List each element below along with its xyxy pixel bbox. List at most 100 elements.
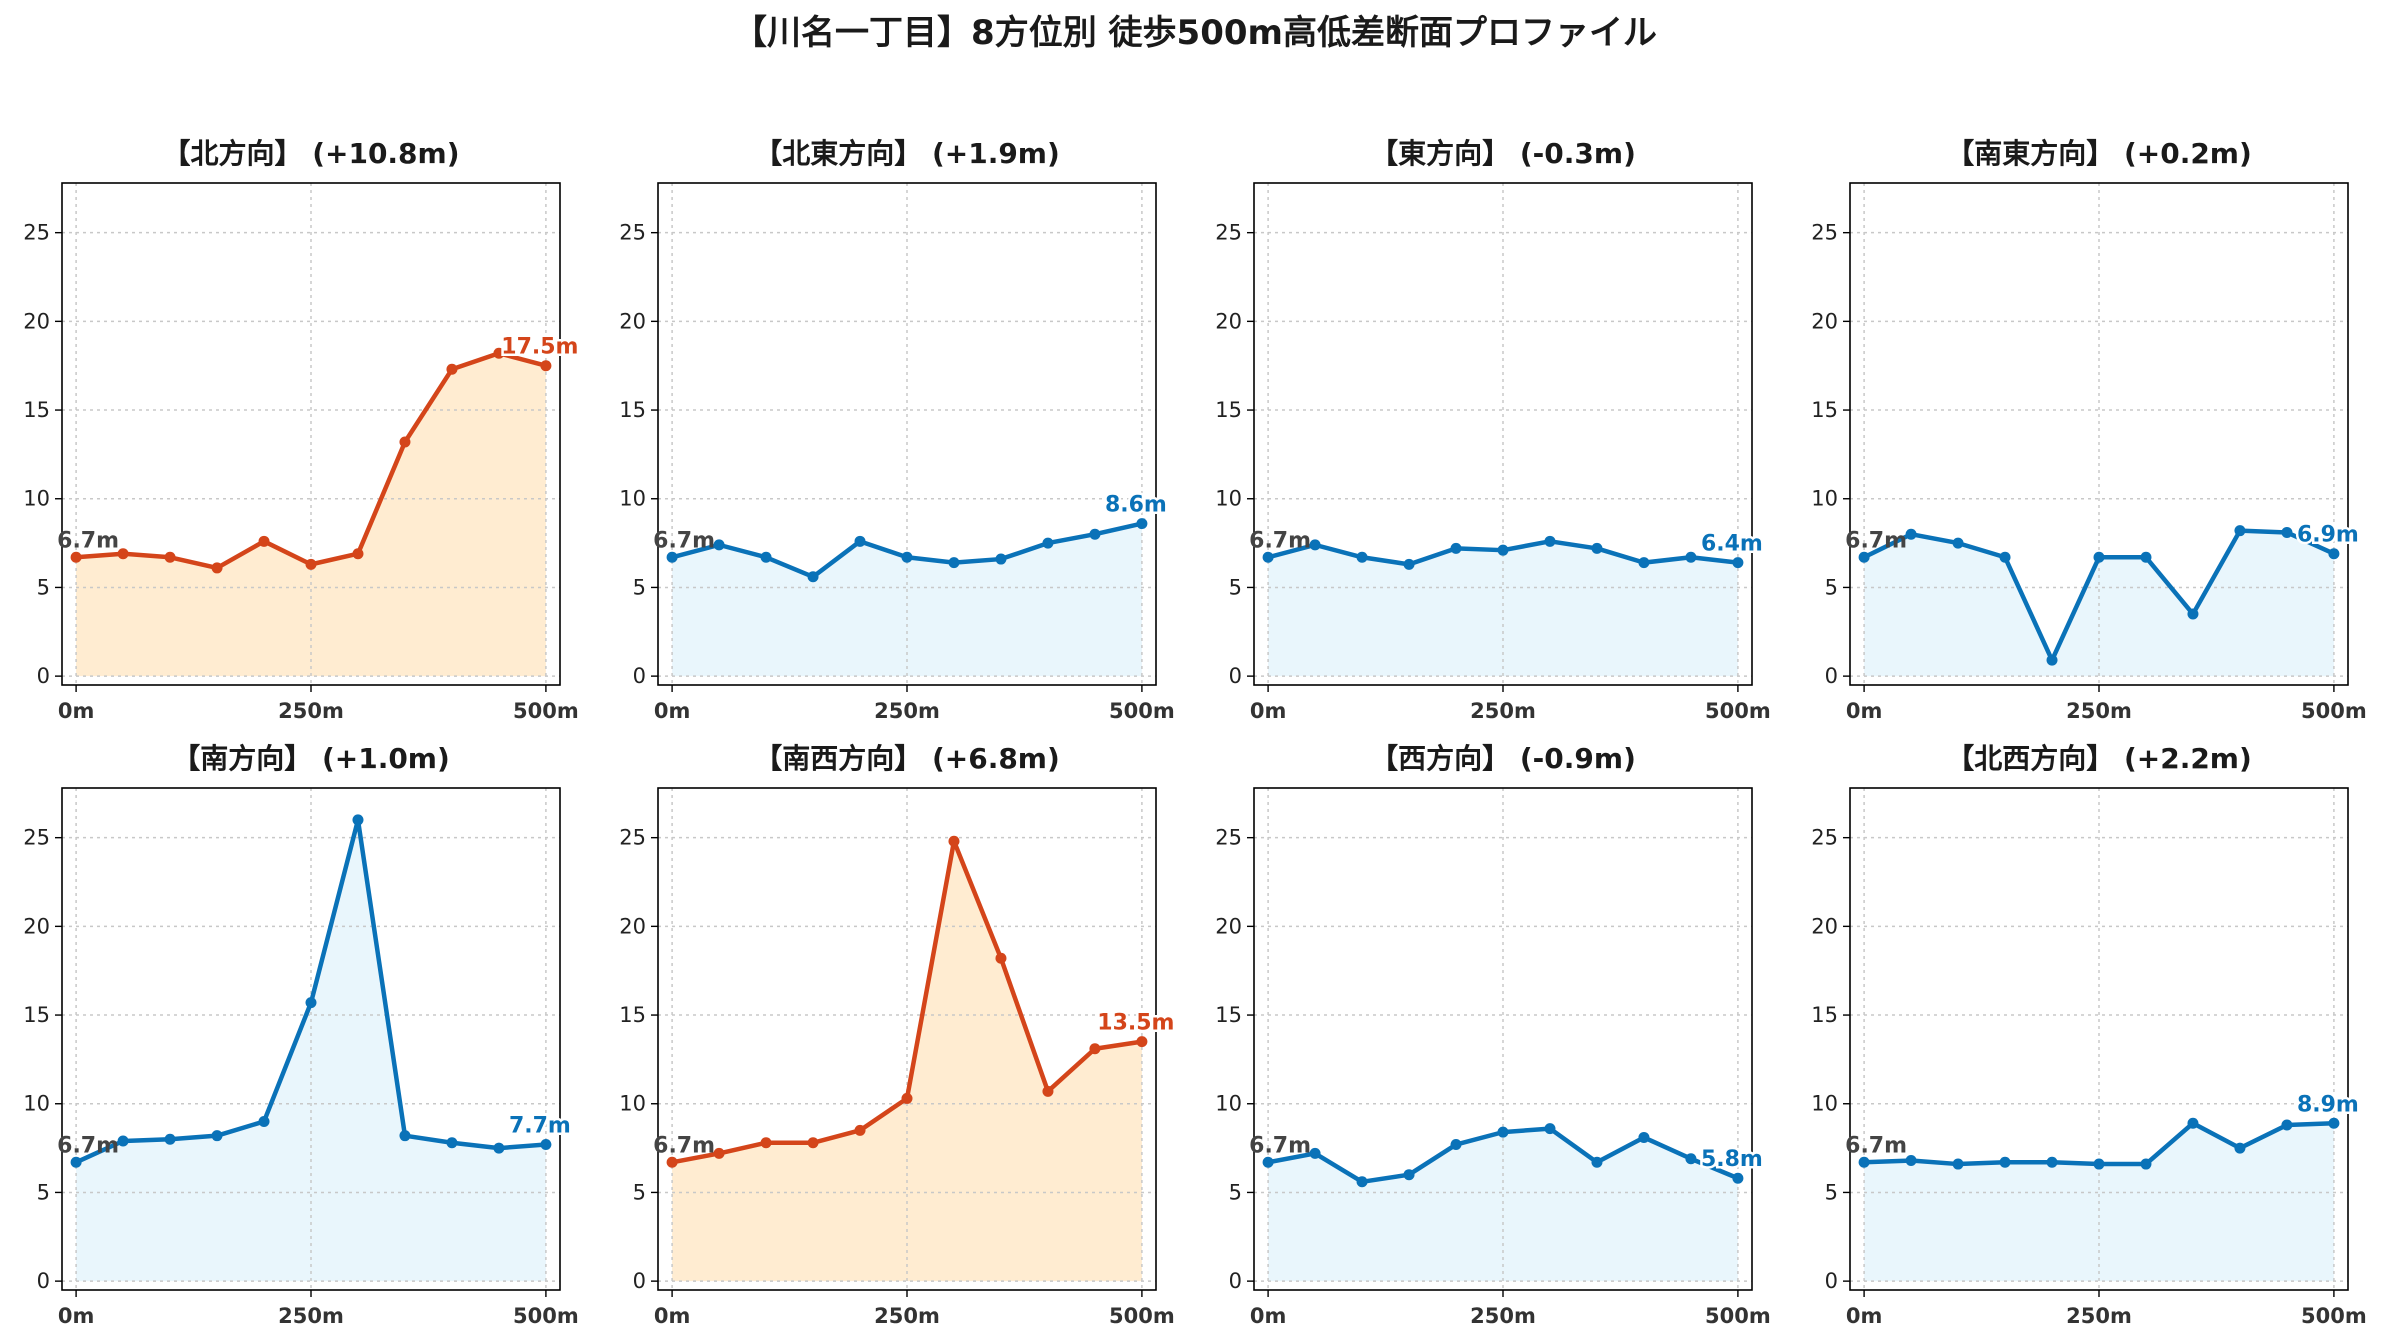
y-tick-label: 20 (23, 309, 50, 333)
y-tick-label: 10 (1811, 1092, 1838, 1116)
y-tick-label: 15 (1215, 398, 1242, 422)
data-point (2281, 1119, 2293, 1131)
x-tick-label: 250m (1470, 1304, 1536, 1328)
axes-frame (657, 787, 1157, 1291)
data-point (995, 553, 1007, 565)
x-tick-label: 500m (1705, 1304, 1771, 1328)
start-label: 6.7m (57, 1133, 119, 1158)
data-point (211, 1130, 223, 1142)
data-point (1591, 542, 1603, 554)
data-point (1638, 557, 1650, 569)
data-point (1905, 528, 1917, 540)
data-point (995, 952, 1007, 964)
data-point (540, 1139, 552, 1151)
end-label: 8.6m (1105, 493, 1167, 518)
data-point (1450, 542, 1462, 554)
panel-title: 【南西方向】 (+6.8m) (754, 742, 1060, 775)
panel-title: 【北東方向】 (+1.9m) (754, 137, 1060, 170)
data-point (1497, 544, 1509, 556)
data-point (2234, 525, 2246, 537)
data-point (760, 551, 772, 563)
end-label: 13.5m (1097, 1011, 1174, 1036)
area-fill (1268, 1128, 1738, 1282)
panel-title: 【南東方向】 (+0.2m) (1946, 137, 2252, 170)
data-point (666, 1156, 678, 1168)
panel-title: 【南方向】 (+1.0m) (172, 742, 450, 775)
y-tick-label: 5 (1229, 1180, 1242, 1204)
data-point (948, 835, 960, 847)
x-tick-label: 500m (513, 1304, 579, 1328)
x-tick-label: 250m (278, 699, 344, 723)
y-tick-label: 20 (1811, 914, 1838, 938)
start-label: 6.7m (57, 528, 119, 553)
end-label: 6.9m (2297, 523, 2359, 548)
start-label: 6.7m (653, 528, 715, 553)
data-point (493, 1142, 505, 1154)
start-label: 6.7m (1249, 1133, 1311, 1158)
data-point (1403, 1169, 1415, 1181)
x-tick-label: 0m (654, 1304, 691, 1328)
data-point (1497, 1126, 1509, 1138)
data-point (2093, 1158, 2105, 1170)
data-point (540, 360, 552, 372)
x-tick-label: 0m (58, 1304, 95, 1328)
data-point (1732, 557, 1744, 569)
data-point (1136, 518, 1148, 530)
start-label: 6.7m (653, 1133, 715, 1158)
data-point (1403, 558, 1415, 570)
y-tick-label: 10 (1215, 1092, 1242, 1116)
data-point (70, 1156, 82, 1168)
y-tick-label: 0 (37, 664, 50, 688)
y-tick-label: 15 (619, 398, 646, 422)
y-tick-label: 25 (619, 221, 646, 245)
y-tick-label: 10 (619, 487, 646, 511)
x-tick-label: 500m (2301, 1304, 2367, 1328)
y-tick-label: 20 (23, 914, 50, 938)
data-point (1356, 1176, 1368, 1188)
data-point (854, 1124, 866, 1136)
x-tick-label: 0m (1846, 1304, 1883, 1328)
x-tick-label: 0m (1250, 699, 1287, 723)
end-label: 5.8m (1701, 1147, 1763, 1172)
start-label: 6.7m (1845, 1133, 1907, 1158)
y-tick-label: 5 (1229, 575, 1242, 599)
y-tick-label: 5 (1825, 1180, 1838, 1204)
y-tick-label: 25 (1215, 221, 1242, 245)
data-point (1309, 1147, 1321, 1159)
x-tick-label: 250m (1470, 699, 1536, 723)
data-point (807, 571, 819, 583)
data-point (117, 548, 129, 560)
x-tick-label: 0m (58, 699, 95, 723)
end-label: 6.4m (1701, 532, 1763, 557)
x-tick-label: 500m (1109, 699, 1175, 723)
data-point (1089, 1043, 1101, 1055)
y-tick-label: 0 (37, 1269, 50, 1293)
panel-title: 【東方向】 (-0.3m) (1370, 137, 1636, 170)
x-tick-label: 500m (1109, 1304, 1175, 1328)
data-point (305, 558, 317, 570)
x-tick-label: 250m (2066, 699, 2132, 723)
data-point (352, 814, 364, 826)
data-point (2328, 1117, 2340, 1129)
data-point (211, 562, 223, 574)
x-tick-label: 0m (1846, 699, 1883, 723)
y-tick-label: 20 (619, 309, 646, 333)
axes-frame (657, 182, 1157, 686)
y-tick-label: 15 (1811, 398, 1838, 422)
data-point (1262, 1156, 1274, 1168)
data-point (2234, 1142, 2246, 1154)
data-point (666, 551, 678, 563)
x-tick-label: 0m (1250, 1304, 1287, 1328)
data-point (2046, 654, 2058, 666)
data-point (352, 548, 364, 560)
end-label: 8.9m (2297, 1092, 2359, 1117)
data-point (2281, 526, 2293, 538)
data-point (2140, 1158, 2152, 1170)
x-tick-label: 250m (874, 699, 940, 723)
data-point (1858, 551, 1870, 563)
data-point (901, 551, 913, 563)
y-tick-label: 25 (1811, 221, 1838, 245)
